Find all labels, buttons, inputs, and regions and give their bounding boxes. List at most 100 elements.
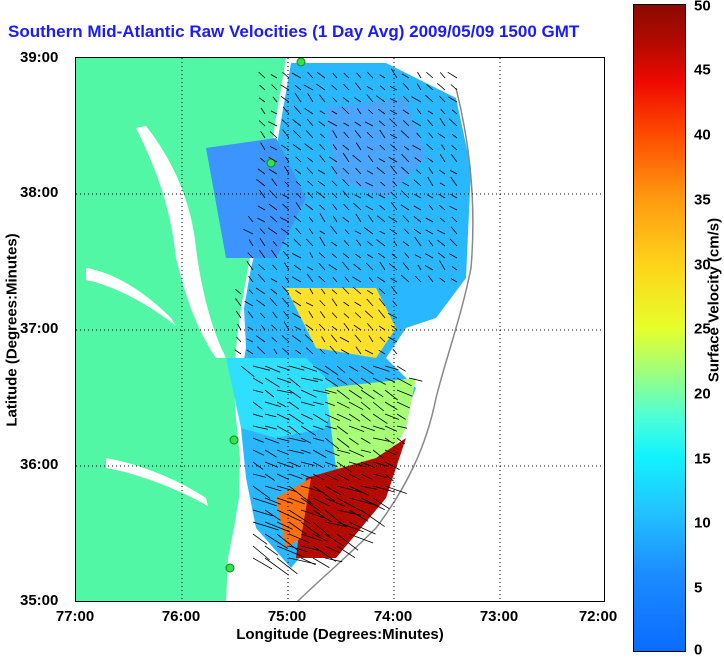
velocity-arrow [319, 155, 326, 163]
velocity-arrow [355, 142, 362, 151]
velocity-arrow [264, 473, 275, 481]
velocity-arrow [450, 84, 458, 91]
velocity-arrow [332, 192, 338, 199]
velocity-arrow [318, 121, 326, 127]
velocity-arrow [372, 461, 388, 467]
velocity-arrow [295, 349, 302, 355]
velocity-arrow [269, 131, 278, 139]
velocity-arrow [390, 109, 398, 115]
velocity-arrow [292, 253, 302, 259]
velocity-arrow [336, 389, 350, 400]
velocity-arrow [389, 118, 398, 127]
velocity-arrow [247, 311, 254, 319]
velocity-arrow [276, 401, 287, 408]
velocity-arrow [344, 276, 350, 283]
velocity-arrow [291, 335, 302, 343]
velocity-arrow [288, 461, 300, 468]
radar-station [225, 563, 235, 573]
velocity-arrow [378, 309, 386, 319]
velocity-arrow [336, 485, 362, 493]
velocity-arrow [439, 260, 446, 271]
velocity-arrow [392, 300, 398, 307]
velocity-arrow [318, 252, 326, 259]
velocity-arrow [261, 324, 266, 331]
velocity-arrow [282, 194, 290, 199]
velocity-arrow [336, 473, 350, 482]
velocity-arrow [300, 473, 313, 479]
velocity-arrow [260, 142, 266, 151]
velocity-arrow [292, 300, 302, 307]
velocity-arrow [378, 120, 386, 127]
velocity-arrow [343, 122, 350, 127]
velocity-arrow [354, 97, 362, 103]
velocity-arrow [348, 509, 369, 522]
velocity-arrow [316, 71, 326, 79]
velocity-arrow [280, 228, 290, 235]
velocity-arrow [329, 156, 338, 163]
velocity-arrow [276, 389, 293, 394]
velocity-arrow [280, 84, 290, 91]
velocity-arrow [384, 425, 398, 432]
velocity-arrow [235, 288, 242, 295]
velocity-arrow [388, 216, 398, 223]
velocity-arrow [271, 324, 278, 331]
velocity-arrow [307, 71, 314, 79]
velocity-arrow [264, 401, 282, 408]
velocity-arrow [372, 449, 384, 459]
velocity-arrow [354, 194, 362, 199]
velocity-arrow [354, 334, 362, 343]
velocity-arrow [295, 227, 302, 235]
velocity-arrow [308, 216, 314, 223]
velocity-arrow [348, 521, 376, 535]
velocity-arrow [252, 509, 274, 517]
velocity-arrow [354, 129, 362, 139]
velocity-arrow [404, 228, 410, 235]
velocity-arrow [336, 365, 346, 373]
velocity-arrow [416, 83, 422, 91]
velocity-arrow [316, 83, 326, 91]
velocity-arrow [352, 154, 362, 163]
velocity-arrow [425, 94, 434, 103]
velocity-arrow [268, 203, 278, 211]
velocity-arrow [282, 129, 290, 139]
velocity-arrow [402, 181, 410, 187]
velocity-arrow [294, 168, 302, 175]
velocity-arrow [331, 241, 338, 247]
velocity-arrow [390, 202, 398, 211]
velocity-arrow [336, 425, 349, 435]
velocity-arrow [258, 120, 266, 127]
velocity-arrow [376, 166, 386, 175]
velocity-arrow [450, 278, 458, 283]
velocity-arrow [336, 521, 364, 533]
x-axis-label: Longitude (Degrees:Minutes) [236, 626, 444, 643]
velocity-arrow [292, 312, 302, 319]
velocity-arrow [356, 239, 362, 247]
velocity-arrow [332, 72, 338, 79]
velocity-arrow [427, 157, 434, 163]
colorbar-tick: 15 [694, 450, 711, 468]
velocity-arrow [355, 253, 362, 259]
velocity-arrow [355, 213, 362, 223]
velocity-arrow [360, 401, 371, 410]
velocity-arrow [305, 347, 314, 355]
velocity-arrow [264, 485, 282, 492]
velocity-arrow [319, 348, 326, 355]
velocity-arrow [331, 298, 338, 307]
velocity-arrow [439, 204, 446, 211]
velocity-arrow [268, 156, 278, 163]
velocity-arrow [401, 73, 410, 79]
velocity-arrow [364, 349, 374, 355]
velocity-arrow [288, 389, 302, 399]
velocity-arrow [271, 337, 278, 343]
velocity-arrow [319, 143, 326, 151]
velocity-arrow [372, 365, 390, 372]
velocity-arrow [283, 321, 290, 331]
velocity-arrow [282, 72, 290, 79]
velocity-arrow [257, 346, 266, 355]
velocity-arrow [426, 194, 434, 199]
velocity-arrow [331, 312, 338, 319]
velocity-arrow [378, 194, 386, 199]
velocity-arrow [366, 170, 374, 175]
velocity-arrow [281, 119, 290, 127]
velocity-arrow [416, 108, 422, 115]
